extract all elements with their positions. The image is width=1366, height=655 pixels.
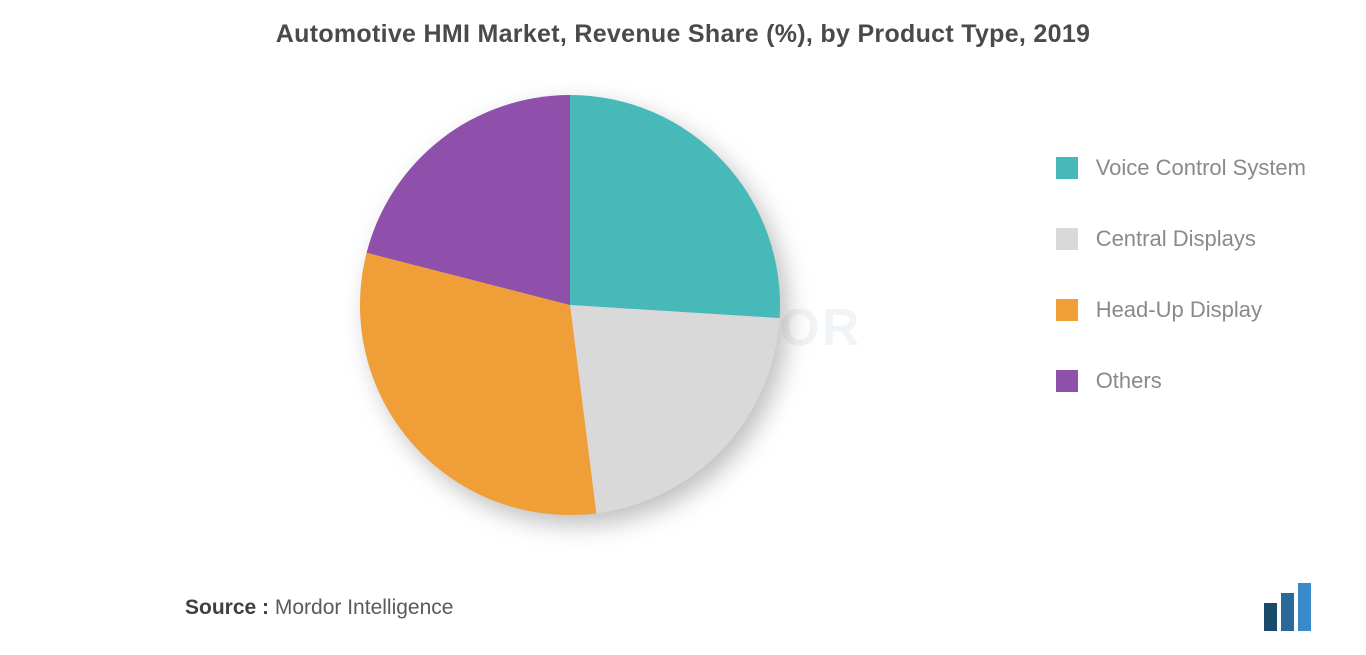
legend-item-1: Central Displays	[1056, 226, 1306, 252]
legend-item-2: Head-Up Display	[1056, 297, 1306, 323]
source-value: Mordor Intelligence	[275, 596, 454, 619]
legend-item-0: Voice Control System	[1056, 155, 1306, 181]
legend-label: Others	[1096, 368, 1162, 394]
legend-item-3: Others	[1056, 368, 1306, 394]
pie-chart	[350, 85, 790, 525]
legend-swatch	[1056, 157, 1078, 179]
source-line: Source : Mordor Intelligence	[185, 596, 453, 620]
pie-slice-0	[570, 95, 780, 318]
chart-title: Automotive HMI Market, Revenue Share (%)…	[0, 0, 1366, 49]
pie-slice-1	[570, 305, 780, 513]
pie-chart-svg	[350, 85, 790, 525]
legend-swatch	[1056, 370, 1078, 392]
source-label: Source :	[185, 596, 269, 619]
legend-swatch	[1056, 228, 1078, 250]
legend-label: Central Displays	[1096, 226, 1256, 252]
legend-label: Head-Up Display	[1096, 297, 1262, 323]
legend-swatch	[1056, 299, 1078, 321]
legend-label: Voice Control System	[1096, 155, 1306, 181]
mordor-logo-icon	[1258, 583, 1324, 633]
legend: Voice Control System Central Displays Head…	[1056, 155, 1306, 394]
